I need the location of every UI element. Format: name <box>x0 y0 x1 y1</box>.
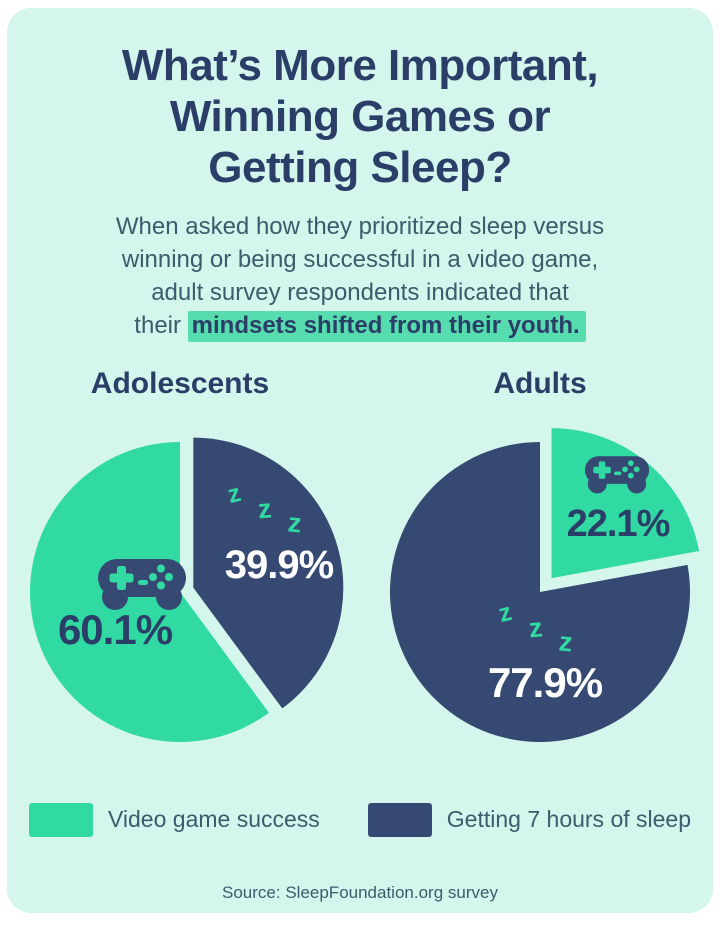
legend-label: Getting 7 hours of sleep <box>446 806 692 833</box>
subtitle-text: When asked how they prioritized sleep ve… <box>115 213 605 339</box>
subtitle: When asked how they prioritized sleep ve… <box>30 211 690 343</box>
pie-slice-getting-7-hours-of-sleep <box>193 437 344 709</box>
chart-title-adolescents: Adolescents <box>90 366 270 400</box>
charts-row: Adolescents z z z 39.9% <box>7 367 713 757</box>
pie-chart-adolescents <box>30 437 344 742</box>
pie-slice-video-game-success <box>551 427 700 578</box>
legend-label: Video game success <box>107 806 320 833</box>
legend-swatch-teal <box>28 802 93 837</box>
subtitle-highlight: mindsets shifted from their youth. <box>187 310 586 342</box>
source-attribution: Source: SleepFoundation.org survey <box>222 882 498 902</box>
chart-adults: Adults 22.1% z z <box>367 367 713 757</box>
chart-title-adults: Adults <box>493 366 587 400</box>
legend-item-sleep: Getting 7 hours of sleep <box>367 802 692 837</box>
legend: Video game success Getting 7 hours of sl… <box>7 802 713 837</box>
legend-swatch-navy <box>367 802 432 837</box>
pie-adolescents-wrap: z z z 39.9% 60.1% <box>15 427 345 757</box>
chart-adolescents: Adolescents z z z 39.9% <box>7 367 353 757</box>
pie-adults-wrap: 22.1% z z z 77.9% <box>375 427 705 757</box>
infographic-card: What’s More Important, Winning Games or … <box>7 8 713 913</box>
page-title: What’s More Important, Winning Games or … <box>121 41 599 193</box>
pie-slice-getting-7-hours-of-sleep <box>390 441 690 742</box>
legend-item-video-game: Video game success <box>28 802 320 837</box>
pie-chart-adults <box>390 427 700 742</box>
